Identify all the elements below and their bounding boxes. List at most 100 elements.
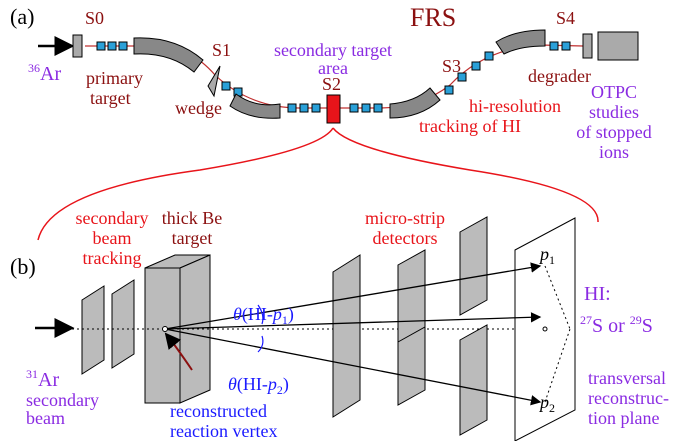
panel-b-products: 27 — [580, 313, 592, 327]
shape — [144, 267, 181, 404]
shape — [287, 103, 297, 113]
shape — [549, 41, 559, 51]
shape — [164, 312, 542, 330]
panel-b-angle-1: (HI- — [242, 304, 273, 325]
panel-b-angle-1: θ — [233, 304, 242, 324]
panel-b-angle-1: 1 — [282, 313, 288, 327]
panel-a-tracking: hi-resolution — [469, 96, 561, 116]
angle-arcs — [257, 304, 264, 353]
degrader — [582, 33, 593, 59]
panel-b-angle-1: ) — [288, 304, 294, 325]
panel-b-label: (b) — [10, 254, 36, 279]
shape — [544, 265, 571, 330]
panel-a-stations: S0 — [85, 8, 104, 28]
panel-b-beam-tracking: beam — [93, 228, 132, 248]
panel-a-primary-target: primary — [86, 68, 143, 88]
strip-detector — [397, 326, 426, 406]
shape: 27S or 29S — [580, 313, 653, 337]
panel-b-angle-1: p — [271, 304, 282, 324]
shape — [96, 41, 106, 51]
panel-a-wedge: wedge — [175, 98, 222, 118]
panel-b-vertex: reaction vertex — [170, 421, 277, 441]
panel-b-beam-text: beam — [26, 408, 65, 428]
panel-b-beam-tracking: tracking — [83, 248, 142, 268]
panel-b-detectors: micro-strip — [365, 208, 445, 228]
tracks — [164, 262, 542, 406]
panel-a-beam: Ar — [40, 63, 61, 85]
panel-b-angle-2: 2 — [277, 383, 283, 397]
panel-b-p2: 2 — [549, 401, 555, 415]
shape — [164, 328, 542, 406]
axis-point — [542, 326, 548, 332]
s0-target — [72, 34, 83, 58]
shape — [164, 262, 542, 330]
dipoles — [133, 29, 546, 119]
panel-a-beam: 36 — [28, 61, 40, 75]
shape — [118, 41, 128, 51]
panel-b-beam: 31 — [26, 367, 38, 381]
shape — [299, 103, 309, 113]
panel-a-title: FRS — [410, 3, 456, 32]
shape — [133, 37, 204, 73]
shape: p2 — [538, 392, 555, 415]
panel-b-beam: Ar — [38, 369, 59, 391]
shape — [471, 61, 481, 71]
shape — [349, 103, 359, 113]
panel-a-stations: S3 — [442, 56, 461, 76]
panel-b-beam-text: secondary — [26, 390, 99, 410]
panel-b-target: target — [172, 228, 213, 248]
panel-b-beam-tracking: secondary — [76, 208, 149, 228]
shape — [373, 103, 383, 113]
strip-detector — [459, 324, 488, 436]
shape — [107, 41, 117, 51]
shape — [444, 85, 454, 95]
panel-a-stations: S2 — [322, 74, 341, 94]
shape — [361, 103, 371, 113]
vertex — [162, 326, 168, 332]
panel-a-otpc: of stopped — [576, 122, 652, 142]
panel-b-products: S — [642, 315, 653, 337]
panel-a-secondary-target-area: secondary target — [274, 40, 392, 60]
shape: θ(HI-p2) — [228, 374, 289, 397]
panel-a-stations: S4 — [556, 8, 575, 28]
shape — [495, 29, 546, 55]
shape — [311, 103, 321, 113]
panel-a-tracking: tracking of HI — [419, 116, 521, 136]
quads — [96, 41, 571, 113]
projections — [544, 265, 571, 403]
otpc — [597, 31, 639, 61]
shape — [221, 81, 231, 91]
panel-b-plane: tion plane — [588, 408, 659, 428]
panel-a-otpc: OTPC — [591, 82, 637, 102]
panel-a-stations: S1 — [212, 40, 231, 60]
shape: 31Ar — [26, 367, 59, 391]
panel-b-hi: HI: — [584, 283, 611, 305]
panel-b-p1: 1 — [549, 253, 555, 267]
panel-b-p2: p — [538, 392, 549, 412]
panel-b-vertex: reconstructed — [170, 401, 267, 421]
tracking-detector — [81, 285, 105, 375]
panel-a-otpc: studies — [589, 102, 639, 122]
panel-b-products: 29 — [630, 313, 642, 327]
panel-b-detectors: detectors — [373, 228, 438, 248]
shape — [457, 72, 467, 82]
panel-b-angle-2: θ — [228, 374, 237, 394]
shape — [484, 51, 494, 61]
panel-b-plane: transversal — [588, 368, 666, 388]
panel-a-degrader: degrader — [528, 66, 591, 86]
panel-b-angle-2: p — [266, 374, 277, 394]
shape: 36Ar — [28, 61, 61, 85]
panel-a-otpc: ions — [599, 142, 629, 162]
shape: θ(HI-p1) — [233, 304, 294, 327]
be-target — [144, 254, 211, 404]
panel-a-label: (a) — [10, 4, 34, 29]
vertex-pointer — [164, 332, 193, 371]
strip-detector — [459, 216, 488, 316]
shape — [229, 93, 281, 119]
panel-b-p1: p — [538, 244, 549, 264]
panel-b-angle-2: ) — [283, 374, 289, 395]
panel-b-angle-2: (HI- — [237, 374, 268, 395]
shape — [561, 41, 571, 51]
panel-b-target: thick Be — [162, 208, 223, 228]
